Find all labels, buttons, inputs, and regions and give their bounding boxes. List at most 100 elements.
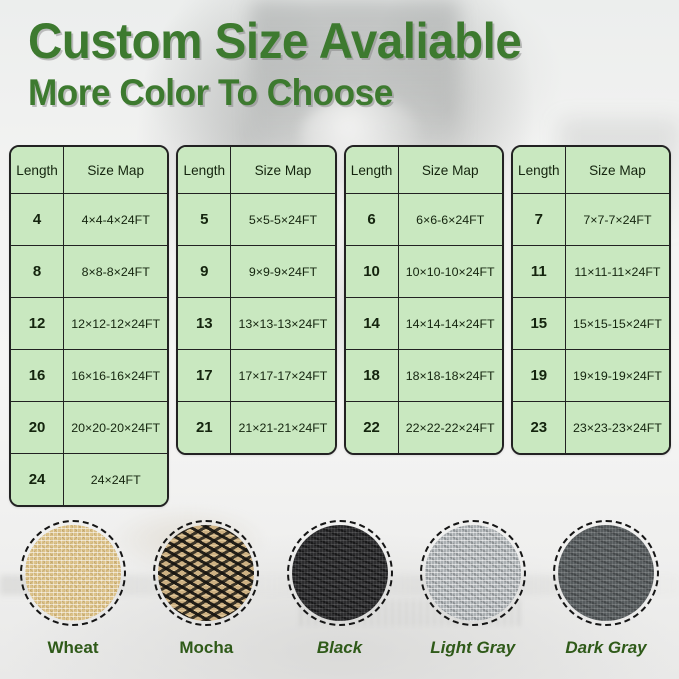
column-header-length: Length — [178, 147, 232, 193]
table-row: 24 24×24FT — [11, 454, 168, 505]
table-row: 13 13×13-13×24FT — [178, 298, 335, 350]
fabric-swatch-light-gray-icon[interactable] — [419, 520, 526, 626]
cell-size-map: 12×12-12×24FT — [64, 298, 168, 349]
table-row: 22 22×22-22×24FT — [345, 402, 502, 453]
cell-size-map: 14×14-14×24FT — [398, 298, 502, 349]
cell-length: 4 — [11, 194, 65, 245]
cell-size-map: 13×13-13×24FT — [231, 298, 335, 349]
cell-size-map: 10×10-10×24FT — [398, 246, 502, 297]
cell-size-map: 21×21-21×24FT — [231, 402, 335, 453]
cell-length: 14 — [345, 298, 399, 349]
table-row: 15 15×15-15×24FT — [512, 298, 669, 350]
fabric-texture — [558, 525, 654, 621]
cell-size-map: 5×5-5×24FT — [231, 194, 335, 245]
column-header-length: Length — [345, 147, 399, 193]
cell-size-map: 16×16-16×24FT — [64, 350, 168, 401]
table-row: 21 21×21-21×24FT — [178, 402, 335, 453]
cell-length: 7 — [512, 194, 566, 245]
fabric-swatch-wheat-icon[interactable] — [20, 520, 126, 626]
table-row: 7 7×7-7×24FT — [512, 194, 669, 246]
cell-length: 12 — [11, 298, 65, 349]
color-option-mocha[interactable]: Mocha — [145, 520, 267, 679]
cell-length: 17 — [178, 350, 232, 401]
fabric-texture — [25, 525, 121, 621]
cell-length: 9 — [178, 246, 232, 297]
size-table-2: Length Size Map 5 5×5-5×24FT 9 9×9-9×24FT 13 13… — [176, 145, 337, 455]
cell-length: 16 — [11, 350, 65, 401]
headline-block: Custom Size Avaliable More Color To Choo… — [28, 16, 547, 111]
cell-size-map: 23×23-23×24FT — [565, 402, 669, 453]
column-header-size-map: Size Map — [64, 147, 168, 193]
cell-size-map: 19×19-19×24FT — [565, 350, 669, 401]
cell-length: 5 — [178, 194, 232, 245]
cell-length: 15 — [512, 298, 566, 349]
table-header-row: Length Size Map — [345, 147, 502, 194]
fabric-texture — [424, 525, 521, 621]
cell-length: 21 — [178, 402, 232, 453]
fabric-swatch-mocha-icon[interactable] — [153, 520, 260, 626]
cell-size-map: 7×7-7×24FT — [565, 194, 669, 245]
table-row: 8 8×8-8×24FT — [11, 246, 168, 298]
cell-length: 11 — [512, 246, 566, 297]
cell-length: 18 — [345, 350, 399, 401]
color-option-dark-gray[interactable]: Dark Gray — [545, 520, 667, 679]
color-option-label: Mocha — [179, 638, 234, 657]
table-header-row: Length Size Map — [512, 147, 669, 194]
fabric-texture — [291, 525, 388, 621]
cell-size-map: 24×24FT — [64, 454, 168, 505]
size-chart-group: Length Size Map 4 4×4-4×24FT 8 8×8-8×24FT 12 12… — [9, 145, 671, 507]
cell-length: 13 — [178, 298, 232, 349]
color-option-label: Light Gray — [430, 638, 516, 657]
cell-size-map: 17×17-17×24FT — [231, 350, 335, 401]
fabric-swatch-dark-gray-icon[interactable] — [553, 520, 659, 626]
cell-size-map: 11×11-11×24FT — [565, 246, 669, 297]
cell-length: 24 — [11, 454, 65, 505]
cell-size-map: 22×22-22×24FT — [398, 402, 502, 453]
size-table-4: Length Size Map 7 7×7-7×24FT 11 11×11-11×24FT… — [510, 145, 671, 455]
cell-length: 8 — [11, 246, 65, 297]
table-row: 12 12×12-12×24FT — [11, 298, 168, 350]
cell-size-map: 4×4-4×24FT — [64, 194, 168, 245]
table-row: 6 6×6-6×24FT — [345, 194, 502, 246]
cell-size-map: 9×9-9×24FT — [231, 246, 335, 297]
cell-size-map: 20×20-20×24FT — [64, 402, 168, 453]
color-option-light-gray[interactable]: Light Gray — [412, 520, 534, 679]
cell-size-map: 15×15-15×24FT — [565, 298, 669, 349]
column-header-size-map: Size Map — [565, 147, 669, 193]
table-row: 11 11×11-11×24FT — [512, 246, 669, 298]
cell-length: 20 — [11, 402, 65, 453]
cell-length: 6 — [345, 194, 399, 245]
size-table-3: Length Size Map 6 6×6-6×24FT 10 10×10-10×24FT… — [343, 145, 504, 455]
table-row: 20 20×20-20×24FT — [11, 402, 168, 454]
table-row: 23 23×23-23×24FT — [512, 402, 669, 453]
fabric-swatch-black-icon[interactable] — [286, 520, 393, 626]
color-option-label: Dark Gray — [565, 638, 647, 657]
cell-length: 22 — [345, 402, 399, 453]
color-option-wheat[interactable]: Wheat — [12, 520, 134, 679]
table-row: 16 16×16-16×24FT — [11, 350, 168, 402]
table-header-row: Length Size Map — [178, 147, 335, 194]
table-row: 17 17×17-17×24FT — [178, 350, 335, 402]
cell-length: 23 — [512, 402, 566, 453]
cell-length: 19 — [512, 350, 566, 401]
headline-primary: Custom Size Avaliable — [28, 13, 522, 69]
column-header-length: Length — [512, 147, 566, 193]
cell-size-map: 18×18-18×24FT — [398, 350, 502, 401]
table-row: 18 18×18-18×24FT — [345, 350, 502, 402]
table-row: 19 19×19-19×24FT — [512, 350, 669, 402]
table-row: 14 14×14-14×24FT — [345, 298, 502, 350]
color-option-black[interactable]: Black — [279, 520, 401, 679]
cell-size-map: 8×8-8×24FT — [64, 246, 168, 297]
headline-secondary: More Color To Choose — [28, 72, 393, 113]
table-row: 5 5×5-5×24FT — [178, 194, 335, 246]
cell-size-map: 6×6-6×24FT — [398, 194, 502, 245]
column-header-size-map: Size Map — [231, 147, 335, 193]
table-header-row: Length Size Map — [11, 147, 168, 194]
color-option-label: Wheat — [47, 638, 99, 657]
column-header-length: Length — [11, 147, 65, 193]
table-row: 4 4×4-4×24FT — [11, 194, 168, 246]
color-option-label: Black — [316, 638, 363, 657]
color-swatch-row: Wheat Mocha Black Light Gray Dark Gray — [0, 520, 679, 679]
size-table-1: Length Size Map 4 4×4-4×24FT 8 8×8-8×24FT 12 12… — [9, 145, 170, 507]
